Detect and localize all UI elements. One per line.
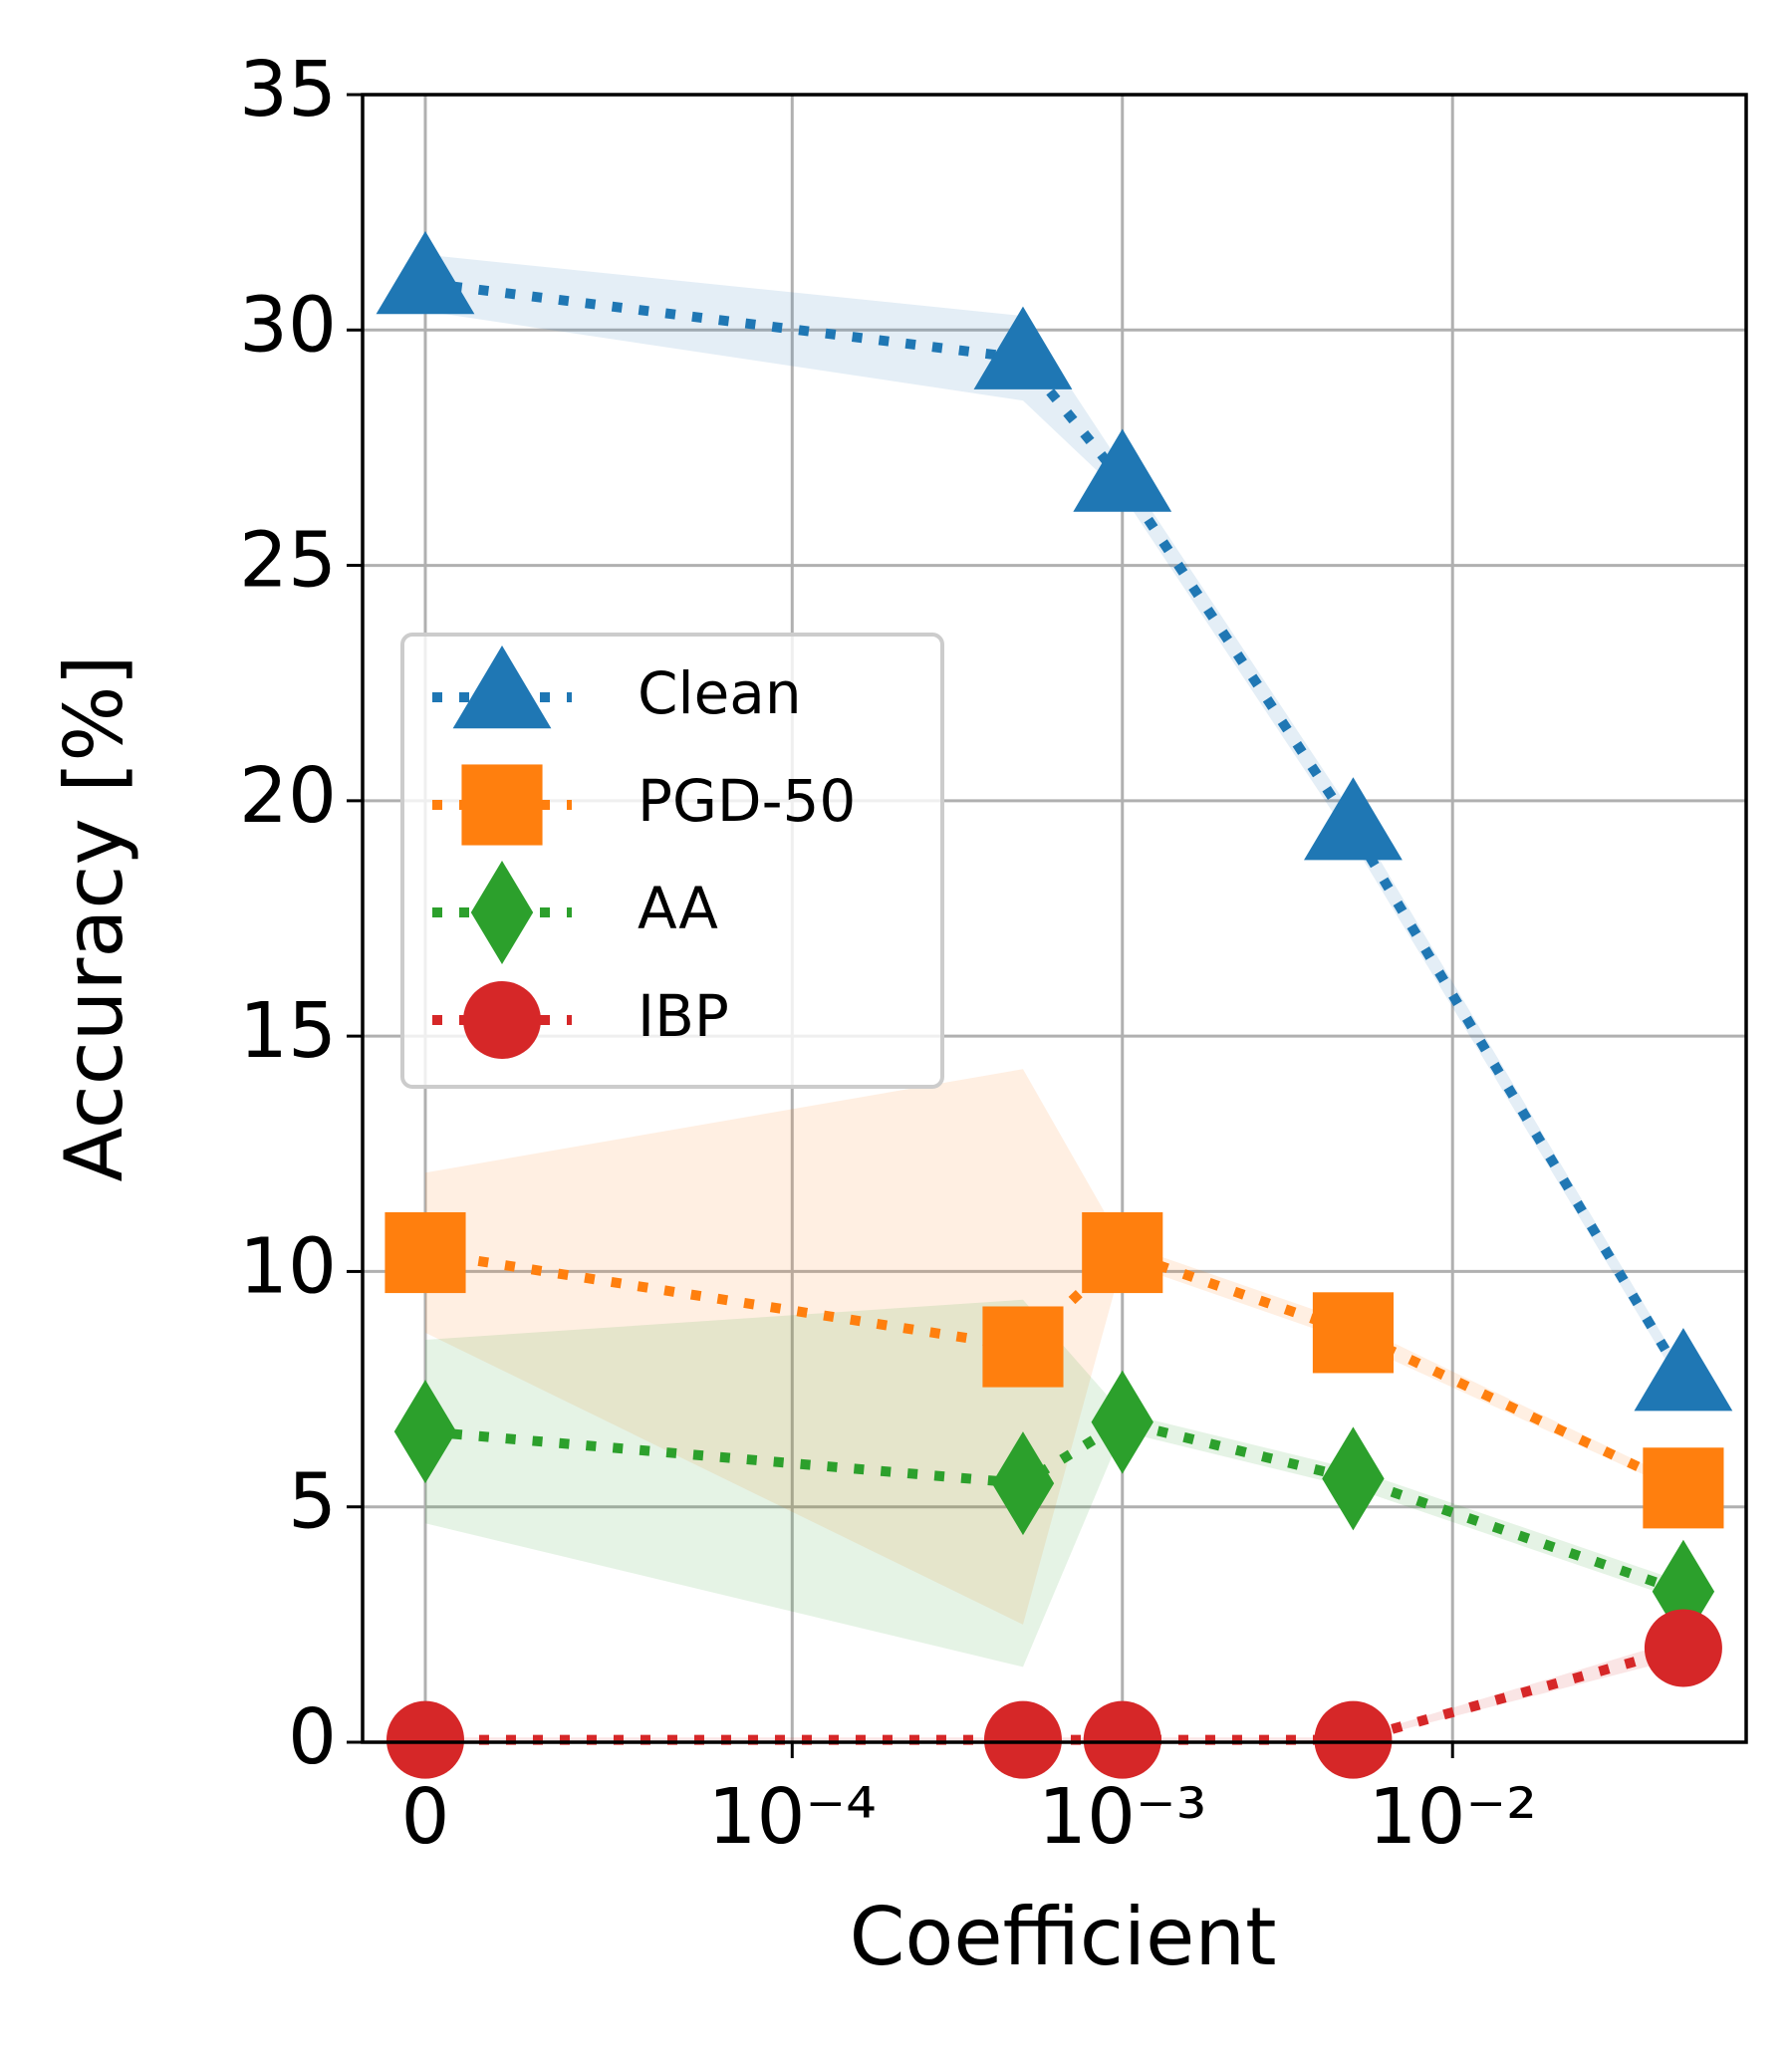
marker-square <box>1643 1447 1724 1529</box>
y-tick-label: 25 <box>239 517 337 606</box>
marker-square <box>1312 1292 1394 1374</box>
x-tick-label: 10⁻⁴ <box>708 1773 878 1862</box>
marker-square <box>384 1211 466 1294</box>
y-tick-label: 30 <box>239 281 337 370</box>
marker-square <box>1082 1211 1163 1294</box>
y-tick-label: 20 <box>239 752 337 841</box>
marker-diamond <box>470 861 534 964</box>
legend-label: IBP <box>638 982 729 1050</box>
y-tick-label: 5 <box>288 1458 337 1547</box>
error-band <box>424 1299 1683 1668</box>
legend-label: PGD-50 <box>638 767 856 835</box>
marker-triangle <box>1073 428 1172 512</box>
y-tick-label: 0 <box>288 1693 337 1782</box>
marker-square <box>461 764 543 846</box>
marker-circle <box>385 1700 464 1779</box>
plot-frame <box>361 93 1748 1744</box>
marker-diamond <box>393 1380 457 1484</box>
marker-circle <box>1644 1609 1722 1687</box>
y-axis-label: Accuracy [%] <box>48 654 140 1181</box>
marker-triangle <box>1634 1328 1733 1412</box>
marker-circle <box>1314 1700 1393 1779</box>
x-tick-label: 0 <box>400 1773 449 1862</box>
marker-square <box>982 1306 1064 1388</box>
marker-circle <box>1083 1700 1161 1779</box>
marker-triangle <box>973 306 1073 389</box>
legend-label: Clean <box>638 659 802 727</box>
series-line <box>424 1246 1686 1493</box>
y-tick-label: 15 <box>239 987 337 1076</box>
marker-diamond <box>1091 1370 1153 1474</box>
marker-triangle <box>452 645 552 729</box>
x-axis-label: Coefficient <box>850 1891 1277 1983</box>
y-tick-label: 10 <box>239 1222 337 1311</box>
marker-diamond <box>991 1431 1055 1536</box>
legend-label: AA <box>638 875 718 942</box>
x-tick-label: 10⁻³ <box>1038 1773 1207 1862</box>
legend-frame <box>400 633 944 1089</box>
y-tick-label: 35 <box>239 46 337 134</box>
marker-triangle <box>1304 777 1403 861</box>
marker-circle <box>983 1700 1062 1779</box>
marker-triangle <box>376 231 475 315</box>
marker-circle <box>463 981 541 1059</box>
x-tick-label: 10⁻² <box>1368 1773 1537 1862</box>
marker-diamond <box>1322 1426 1385 1531</box>
legend: Clean PGD-50 AA IBP <box>400 633 944 1089</box>
